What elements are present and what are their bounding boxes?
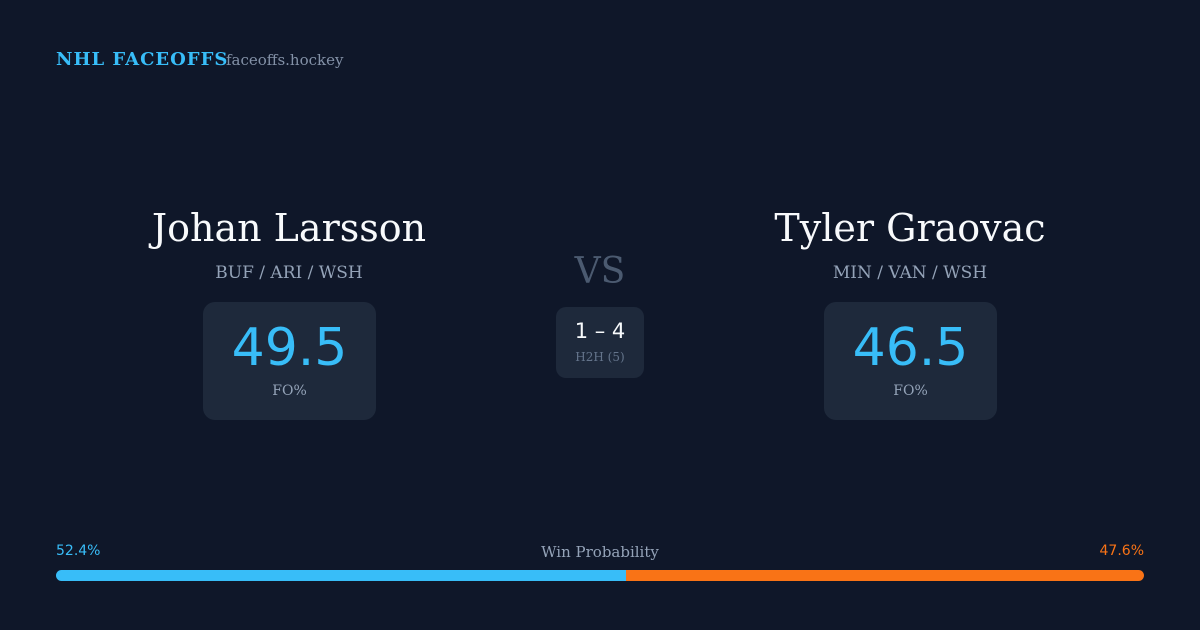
- win-prob-bar: [56, 570, 1144, 581]
- player-teams: BUF / ARI / WSH: [215, 263, 363, 283]
- brand: NHL FACEOFFS: [56, 49, 229, 70]
- h2h-label: H2H (5): [575, 350, 625, 364]
- stat-box: [203, 302, 376, 420]
- h2h-score: 1 – 4: [574, 319, 626, 343]
- player-teams: MIN / VAN / WSH: [832, 263, 988, 283]
- player-name: Tyler Graovac: [774, 206, 1046, 250]
- bar-segment: [56, 570, 627, 581]
- site-url: faceoffs.hockey: [226, 51, 344, 69]
- win-prob-right: 47.6%: [1099, 543, 1144, 559]
- fo-pct: 49.5: [231, 318, 348, 378]
- fo-label: FO%: [893, 383, 928, 399]
- stat-box: [824, 302, 997, 420]
- fo-label: FO%: [272, 383, 307, 399]
- win-prob-left: 52.4%: [56, 543, 101, 559]
- player-name: Johan Larsson: [151, 206, 427, 250]
- win-prob-title: Win Probability: [541, 543, 659, 561]
- h2h-box: [556, 307, 644, 378]
- fo-pct: 46.5: [852, 318, 969, 378]
- bar-segment: [626, 570, 1144, 581]
- vs-label: VS: [574, 251, 626, 292]
